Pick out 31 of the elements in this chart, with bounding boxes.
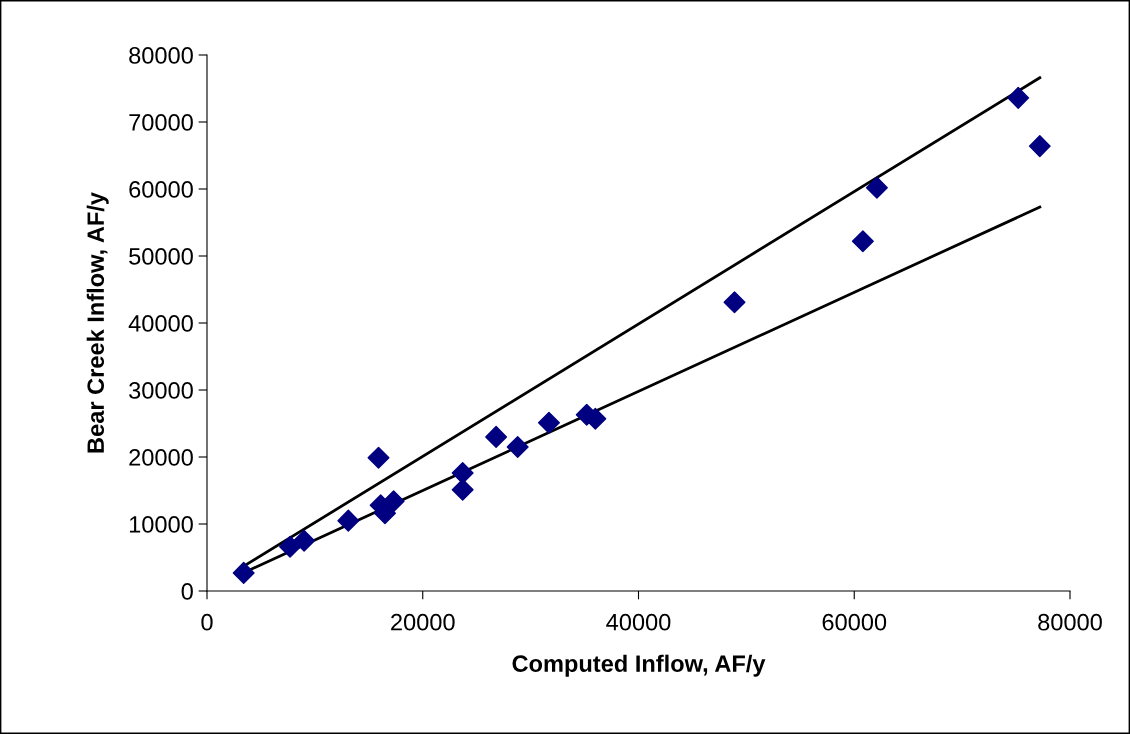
- point: [537, 411, 560, 434]
- y-tick-label: 60000: [129, 181, 193, 198]
- y-tick-label: 20000: [129, 449, 193, 466]
- point: [451, 478, 474, 501]
- x-axis-title: Computed Inflow, AF/y: [512, 654, 766, 677]
- point: [851, 230, 874, 253]
- y-axis-title: Bear Creek Inflow, AF/y: [86, 192, 109, 453]
- point: [485, 425, 508, 448]
- y-tick-label: 0: [181, 583, 193, 600]
- point: [1028, 135, 1051, 158]
- y-tick-label: 40000: [128, 315, 193, 332]
- x-tick-label: 80000: [1038, 613, 1102, 631]
- y-tick-label: 10000: [129, 516, 193, 533]
- point: [279, 535, 302, 558]
- point: [506, 435, 529, 458]
- x-tick-label: 20000: [391, 613, 455, 631]
- point: [367, 446, 390, 469]
- x-tick-label: 40000: [606, 613, 671, 631]
- x-tick-label: 60000: [822, 613, 887, 631]
- y-tick-label: 30000: [129, 382, 193, 399]
- y-tick-label: 80000: [129, 47, 193, 64]
- y-tick-label: 70000: [129, 114, 193, 131]
- point: [1007, 86, 1030, 109]
- y-tick-label: 50000: [129, 248, 193, 265]
- x-tick-label: 0: [201, 613, 213, 631]
- point: [382, 490, 405, 513]
- point: [232, 561, 255, 584]
- point: [865, 176, 888, 199]
- point: [293, 529, 316, 552]
- point: [723, 291, 746, 314]
- point: [337, 509, 360, 532]
